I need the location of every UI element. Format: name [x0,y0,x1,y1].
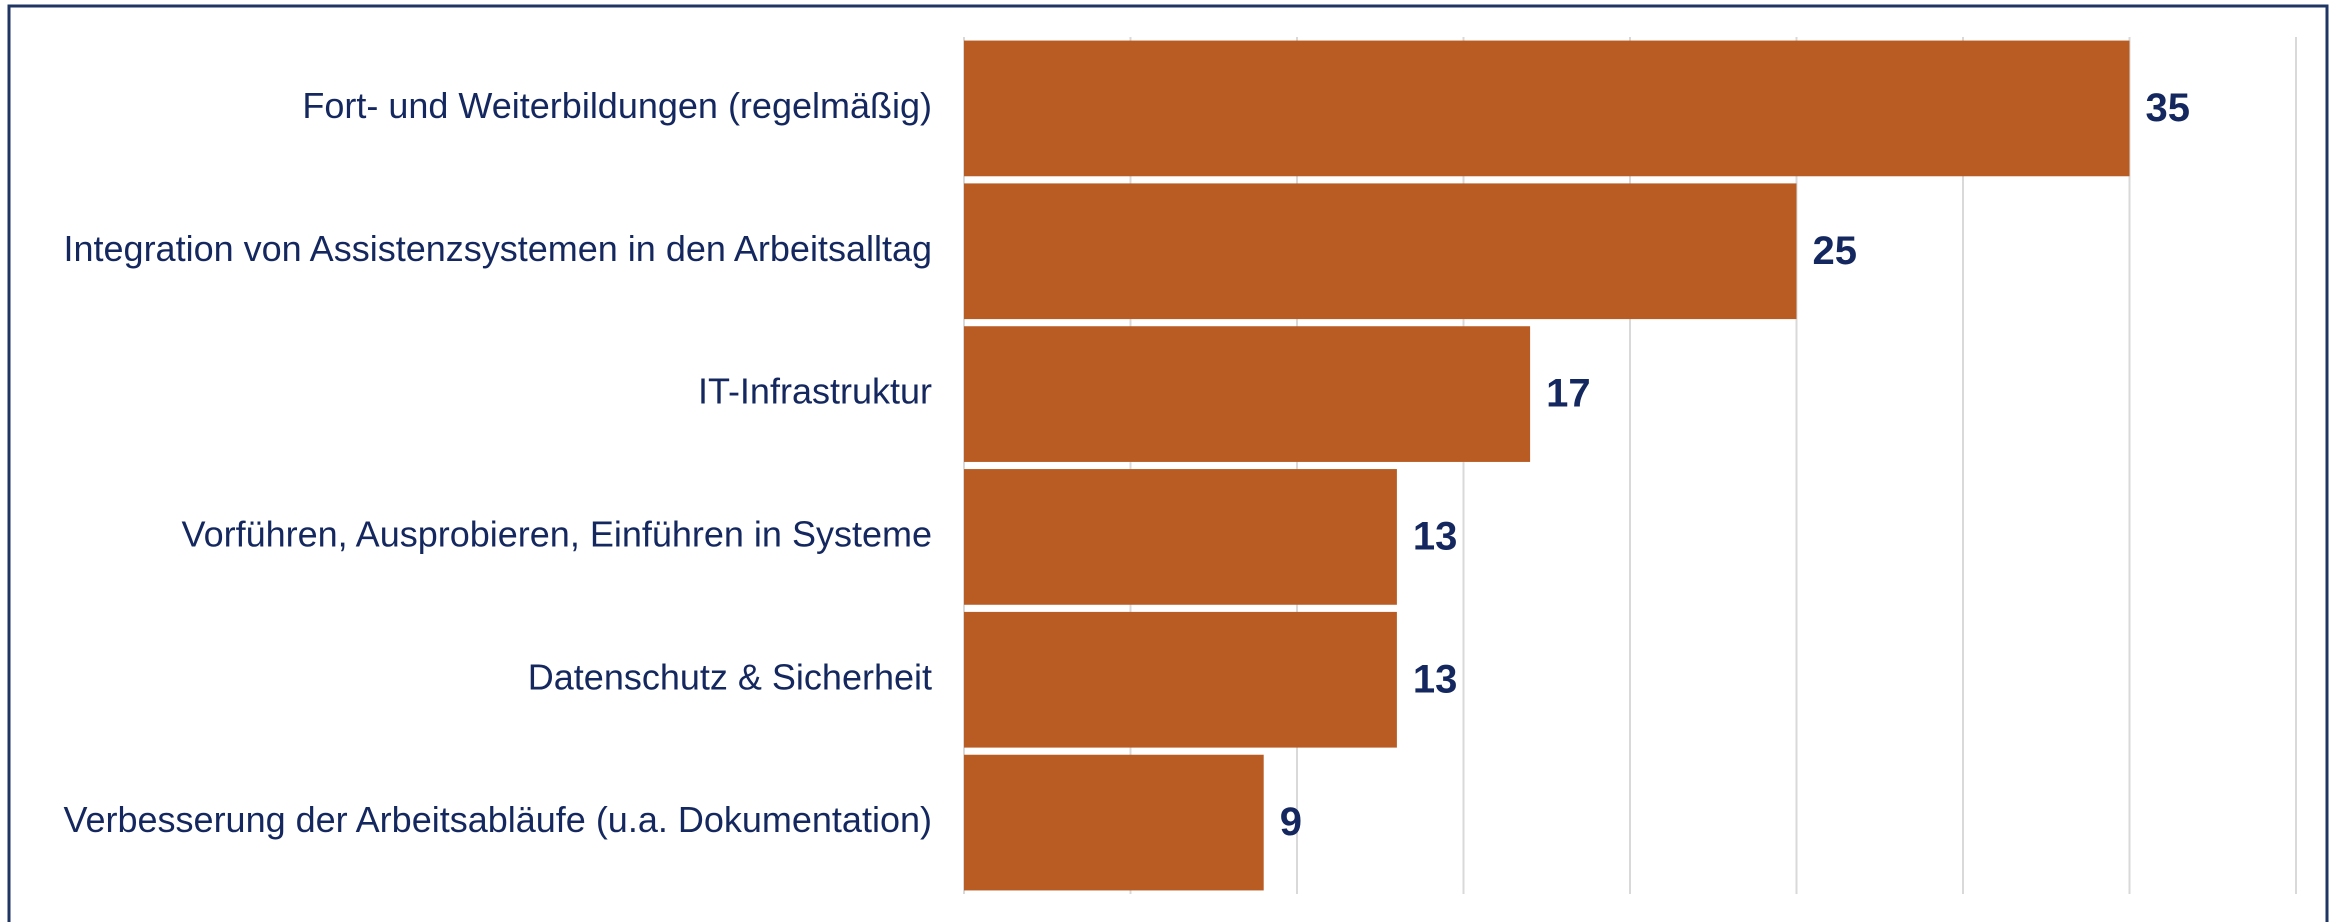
bar [964,611,1397,748]
bar [964,754,1264,891]
value-label: 13 [1413,657,1458,701]
bar [964,40,2130,177]
y-tick-label: Vorführen, Ausprobieren, Einführen in Sy… [182,513,932,554]
value-label: 25 [1813,229,1858,273]
y-tick-label: Fort- und Weiterbildungen (regelmäßig) [302,85,932,126]
bar [964,469,1397,605]
y-tick-label: IT-Infrastruktur [698,371,932,412]
frame [7,4,2329,922]
value-label: 13 [1413,514,1458,558]
y-tick-label: Datenschutz & Sicherheit [528,656,932,697]
value-label: 9 [1280,800,1302,844]
bar [964,183,1797,320]
y-tick-label: Integration von Assistenzsystemen in den… [64,228,933,269]
bar [964,326,1531,462]
y-tick-label: Verbesserung der Arbeitsabläufe (u.a. Do… [63,799,932,840]
value-label: 35 [2146,86,2191,130]
value-label: 17 [1546,372,1591,416]
